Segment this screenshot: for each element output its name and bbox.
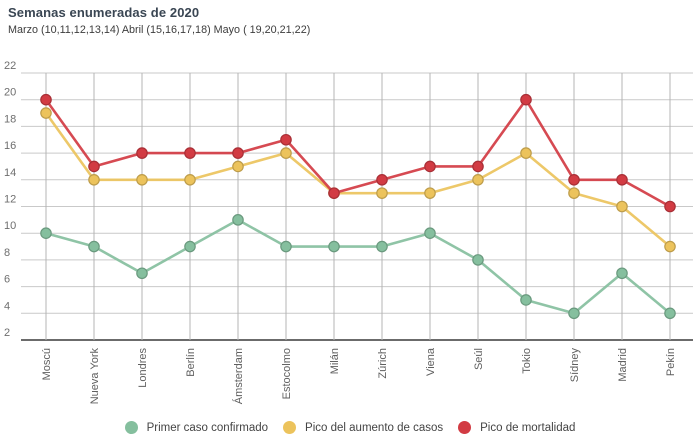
data-point[interactable] <box>472 160 484 173</box>
data-point[interactable] <box>664 240 676 253</box>
x-axis-label: Nueva York <box>89 348 101 405</box>
legend-green-dot-icon <box>124 421 138 434</box>
data-point[interactable] <box>664 307 676 320</box>
x-axis-label: Moscú <box>41 348 53 380</box>
data-point[interactable] <box>136 267 148 280</box>
data-point[interactable] <box>232 147 244 159</box>
data-point[interactable] <box>376 187 388 199</box>
data-point[interactable] <box>40 107 52 119</box>
y-axis-label: 4 <box>4 300 10 312</box>
x-axis-label: Seúl <box>473 348 485 370</box>
data-point[interactable] <box>88 160 100 173</box>
data-point[interactable] <box>40 227 52 239</box>
x-axis-label: Milán <box>329 348 341 374</box>
y-axis-label: 6 <box>4 274 10 286</box>
x-axis-label: Londres <box>137 348 149 388</box>
data-point[interactable] <box>616 200 628 213</box>
y-axis-label: 2 <box>4 327 10 339</box>
data-point[interactable] <box>424 187 436 199</box>
data-point[interactable] <box>280 240 292 253</box>
y-axis-label: 10 <box>4 220 16 232</box>
data-point[interactable] <box>568 187 580 199</box>
chart-subtitle: Marzo (10,11,12,13,14) Abril (15,16,17,1… <box>8 24 311 36</box>
x-axis-label: Tokio <box>521 348 533 374</box>
chart-legend: Primer caso confirmado Pico del aumento … <box>0 421 700 434</box>
legend-red-dot-icon <box>458 421 472 434</box>
legend-item-mortality-peak: Pico de mortalidad <box>458 421 575 434</box>
data-point[interactable] <box>88 174 100 186</box>
series-line-pico-del-aumento-de-casos <box>44 111 672 248</box>
y-axis-label: 14 <box>4 167 16 179</box>
y-axis-label: 22 <box>4 60 16 72</box>
data-point[interactable] <box>568 307 580 320</box>
line-chart-canvas: 2 4 6 8 10 12 14 16 18 20 22 Moscú Nueva York Londres… <box>4 60 693 405</box>
data-point[interactable] <box>472 174 484 186</box>
page-title: Semanas enumeradas de 2020 <box>8 5 200 20</box>
legend-label: Primer caso confirmado <box>146 421 269 434</box>
legend-item-first-case: Primer caso confirmado <box>124 421 269 434</box>
x-axis-label: Pekín <box>665 348 677 376</box>
data-point[interactable] <box>424 227 436 239</box>
y-axis-label: 16 <box>4 140 16 152</box>
x-axis-label: Ámsterdam <box>232 348 245 404</box>
data-point[interactable] <box>376 174 388 186</box>
data-point[interactable] <box>472 254 484 266</box>
data-point[interactable] <box>664 200 676 213</box>
data-point[interactable] <box>184 240 196 253</box>
x-axis-label: Zúrich <box>377 348 389 379</box>
data-point[interactable] <box>616 267 628 280</box>
series-line-pico-de-mortalidad <box>44 98 672 208</box>
data-point[interactable] <box>280 133 292 146</box>
y-axis-label: 18 <box>4 113 16 125</box>
y-axis-label: 12 <box>4 194 16 206</box>
y-axis-label: 8 <box>4 247 10 259</box>
legend-yellow-dot-icon <box>283 421 297 434</box>
legend-label: Pico de mortalidad <box>480 421 576 434</box>
data-point[interactable] <box>184 174 196 186</box>
data-point[interactable] <box>616 174 628 186</box>
legend-item-case-peak: Pico del aumento de casos <box>283 421 443 434</box>
legend-label: Pico del aumento de casos <box>305 421 444 434</box>
x-axis-label: Berlín <box>185 348 197 377</box>
data-point[interactable] <box>88 240 100 253</box>
data-point[interactable] <box>136 174 148 186</box>
x-axis-label: Estocolmo <box>281 348 293 399</box>
data-point[interactable] <box>568 174 580 186</box>
data-point[interactable] <box>280 147 292 159</box>
data-point[interactable] <box>376 240 388 253</box>
data-point[interactable] <box>520 147 532 159</box>
series-line-primer-caso-confirmado <box>44 218 672 315</box>
data-point[interactable] <box>184 147 196 159</box>
x-axis-label: Viena <box>425 347 437 376</box>
data-point[interactable] <box>136 147 148 159</box>
data-point[interactable] <box>232 160 244 173</box>
x-axis-label: Madrid <box>617 348 629 382</box>
data-point[interactable] <box>520 294 532 306</box>
data-point[interactable] <box>328 240 340 253</box>
x-axis-label: Sídney <box>569 348 581 383</box>
data-point[interactable] <box>40 93 52 106</box>
data-point[interactable] <box>232 214 244 226</box>
data-point[interactable] <box>520 93 532 106</box>
y-axis-label: 20 <box>4 87 16 99</box>
data-point[interactable] <box>424 160 436 173</box>
data-point[interactable] <box>328 187 340 199</box>
